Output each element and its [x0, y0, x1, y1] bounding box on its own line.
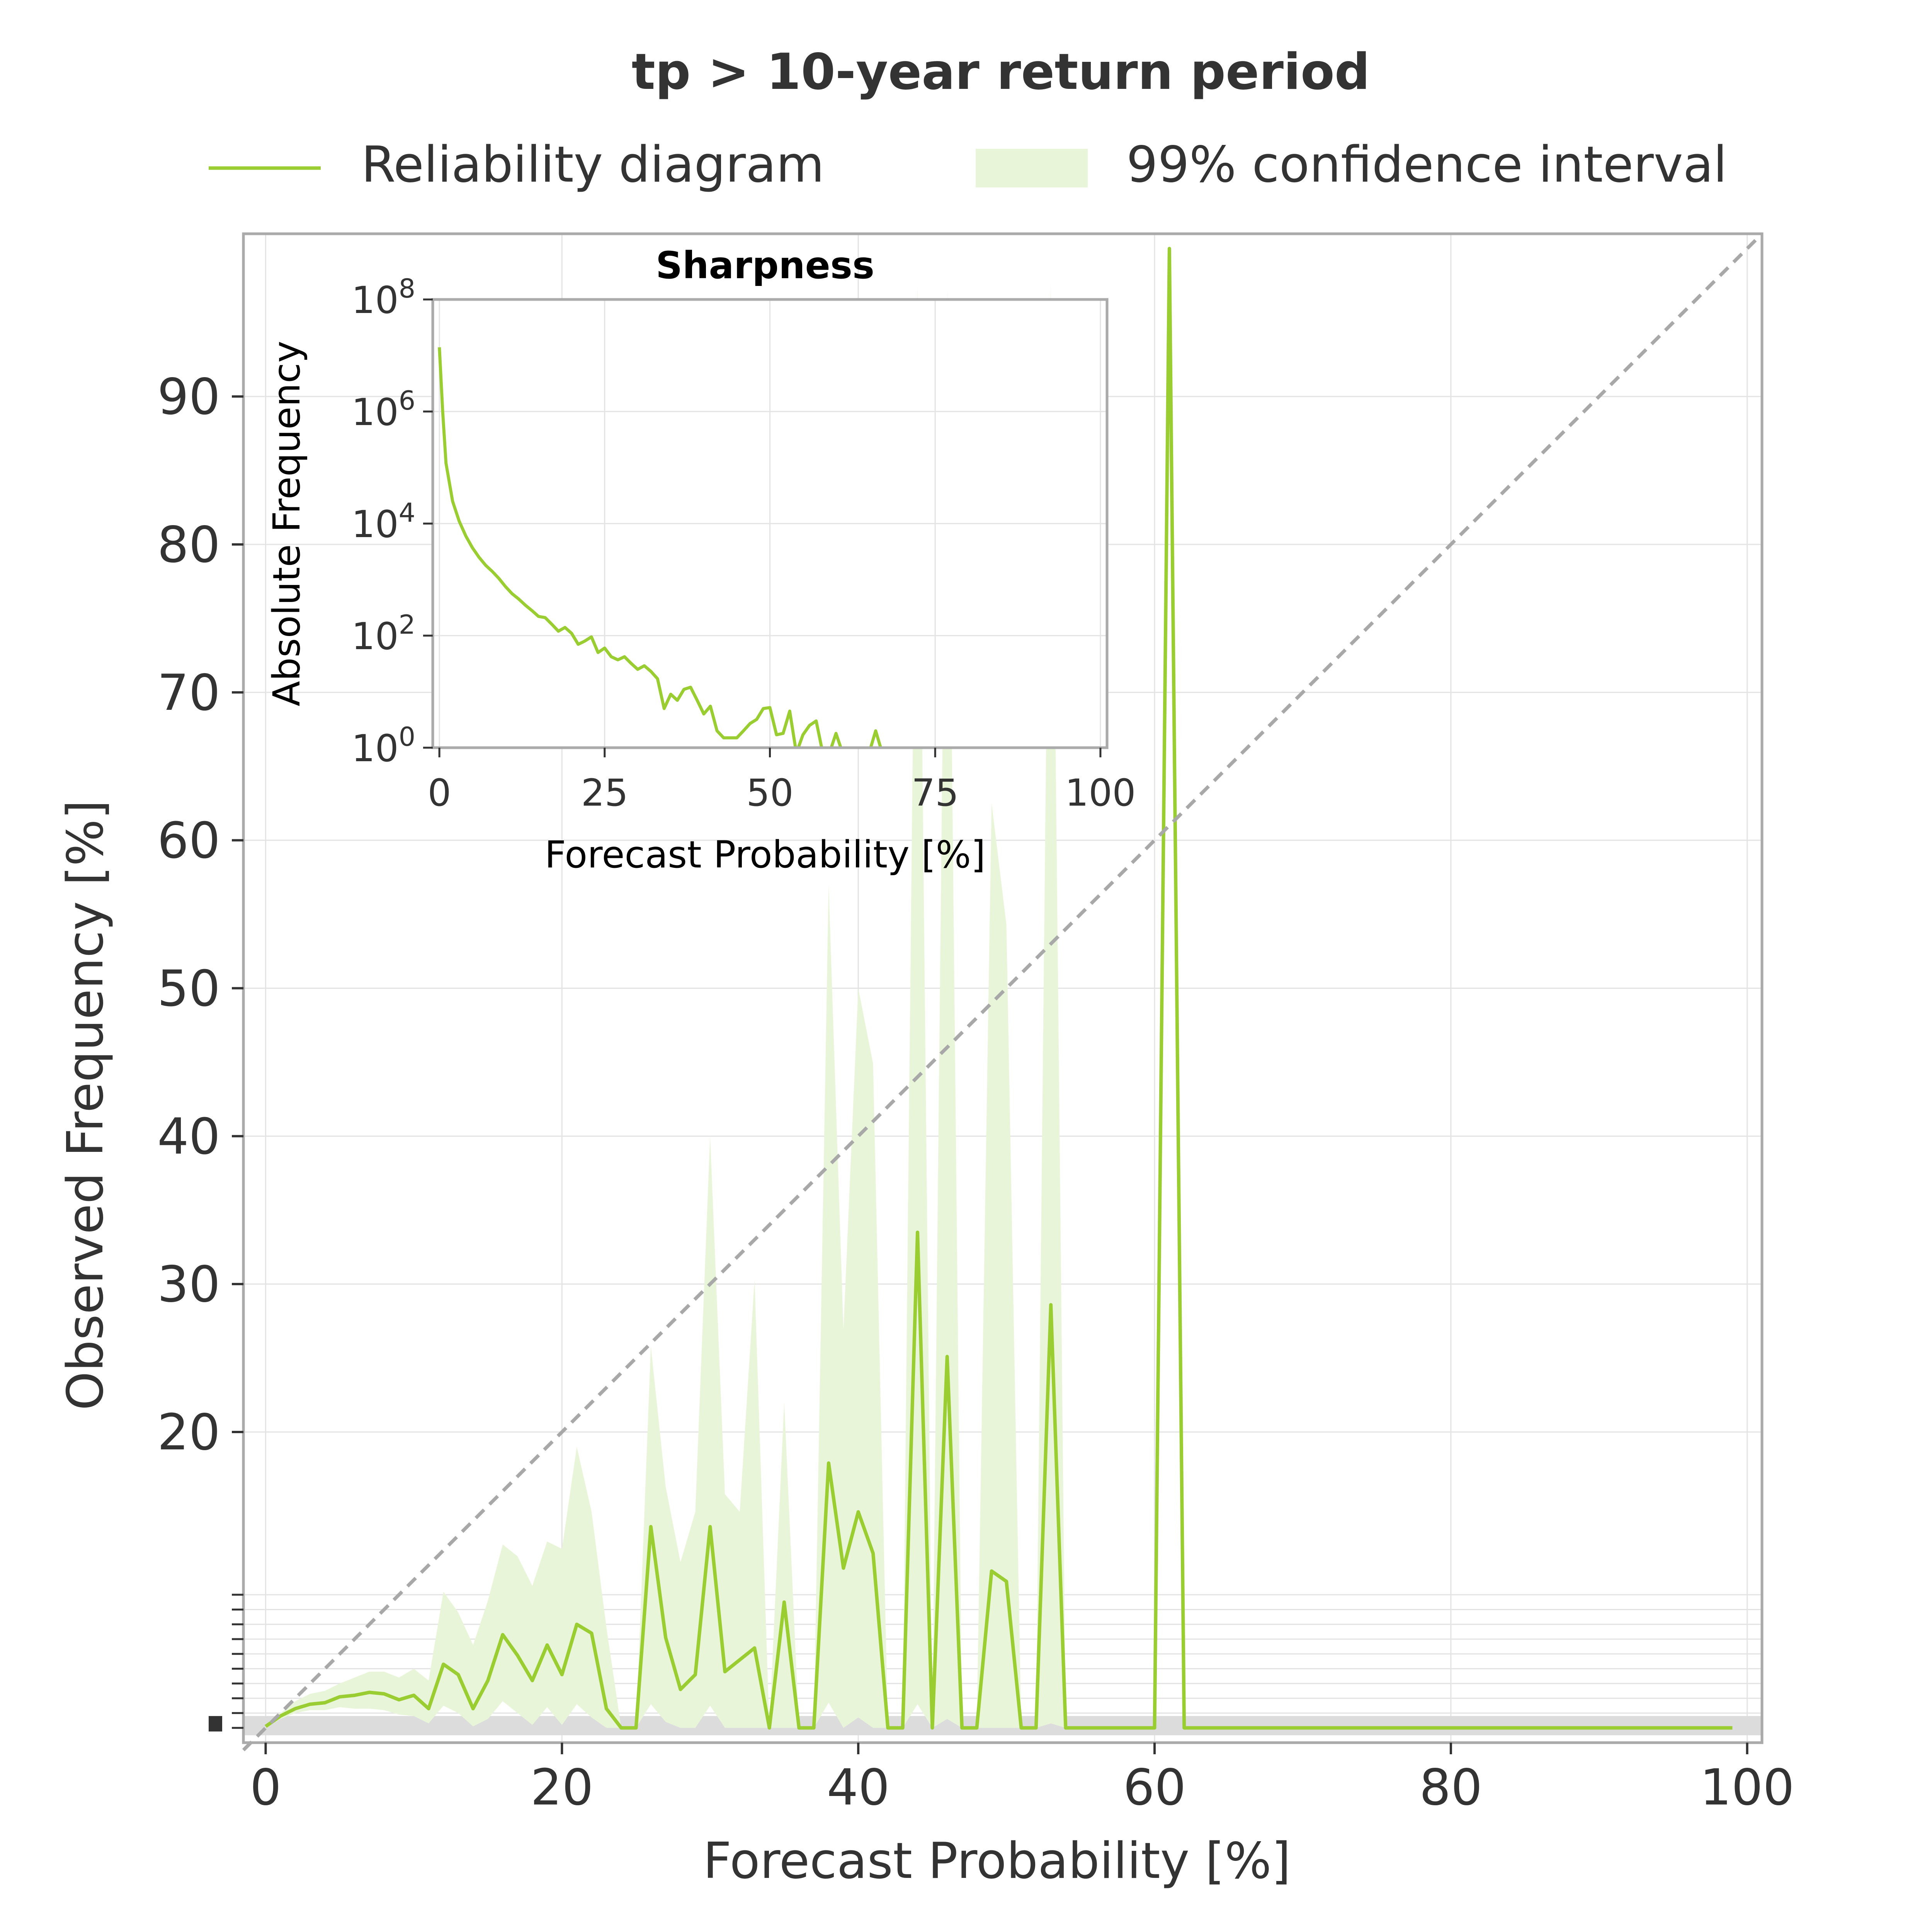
confidence-band-area [265, 284, 1066, 1728]
inset-x-axis: 0 25 50 75 100 [428, 748, 1136, 815]
legend: Reliability diagram 99% confidence inter… [209, 136, 1727, 194]
inset-x-axis-label: Forecast Probability [%] [545, 833, 986, 876]
confidence-band [265, 284, 1066, 1728]
sharpness-polyline [438, 347, 883, 748]
main-x-axis: 0 20 40 60 80 100 [250, 1743, 1794, 1816]
main-y-tick-label-4: 60 [157, 812, 220, 870]
inset-x-tick-label-0: 0 [428, 771, 451, 815]
main-y-tick-label-0: 20 [157, 1404, 220, 1461]
legend-label-reliability: Reliability diagram [361, 136, 824, 194]
main-y-tick-label-5: 70 [157, 664, 220, 722]
main-y-tick-label-6: 80 [157, 516, 220, 574]
main-x-tick-label-2: 40 [827, 1759, 890, 1816]
main-y-tick-label-7: 90 [157, 368, 220, 426]
main-y-tick-label-1: 30 [157, 1256, 220, 1313]
legend-label-confidence: 99% confidence interval [1126, 136, 1727, 194]
inset-y-tick-label-1: 102 [352, 610, 415, 658]
main-x-tick-label-1: 20 [531, 1759, 594, 1816]
overlap-tick-marker [209, 1716, 222, 1732]
inset-x-tick-label-1: 25 [581, 771, 628, 815]
sharpness-line [438, 347, 883, 748]
sharpness-inset: 0 25 50 75 100 100 102 104 106 108 Sharpness For… [265, 244, 1136, 876]
inset-title: Sharpness [656, 244, 874, 287]
legend-band-swatch [976, 149, 1088, 187]
main-x-tick-label-4: 80 [1419, 1759, 1482, 1816]
main-y-tick-label-2: 40 [157, 1108, 220, 1165]
inset-y-tick-label-3: 106 [352, 386, 415, 434]
inset-y-tick-label-2: 104 [352, 498, 415, 546]
main-x-axis-label: Forecast Probability [%] [703, 1832, 1291, 1890]
inset-x-tick-label-3: 75 [912, 771, 959, 815]
chart-title: tp > 10-year return period [632, 43, 1370, 101]
main-y-axis: 20 30 40 50 60 70 80 90 [157, 368, 243, 1732]
inset-x-tick-label-2: 50 [746, 771, 793, 815]
inset-y-axis: 100 102 104 106 108 [352, 274, 433, 770]
main-y-tick-label-3: 50 [157, 960, 220, 1018]
main-x-tick-label-0: 0 [250, 1759, 281, 1816]
inset-x-tick-label-4: 100 [1065, 771, 1136, 815]
inset-y-axis-label: Absolute Frequency [265, 341, 308, 706]
main-x-tick-label-3: 60 [1123, 1759, 1186, 1816]
inset-y-tick-label-4: 108 [352, 274, 415, 322]
reliability-line [264, 247, 1733, 1730]
main-y-axis-label: Observed Frequency [%] [57, 800, 114, 1410]
inset-y-tick-label-0: 100 [352, 722, 415, 770]
reliability-polyline [264, 247, 1733, 1730]
perfect-reliability-diagonal [242, 232, 1764, 1752]
main-x-tick-label-5: 100 [1700, 1759, 1794, 1816]
